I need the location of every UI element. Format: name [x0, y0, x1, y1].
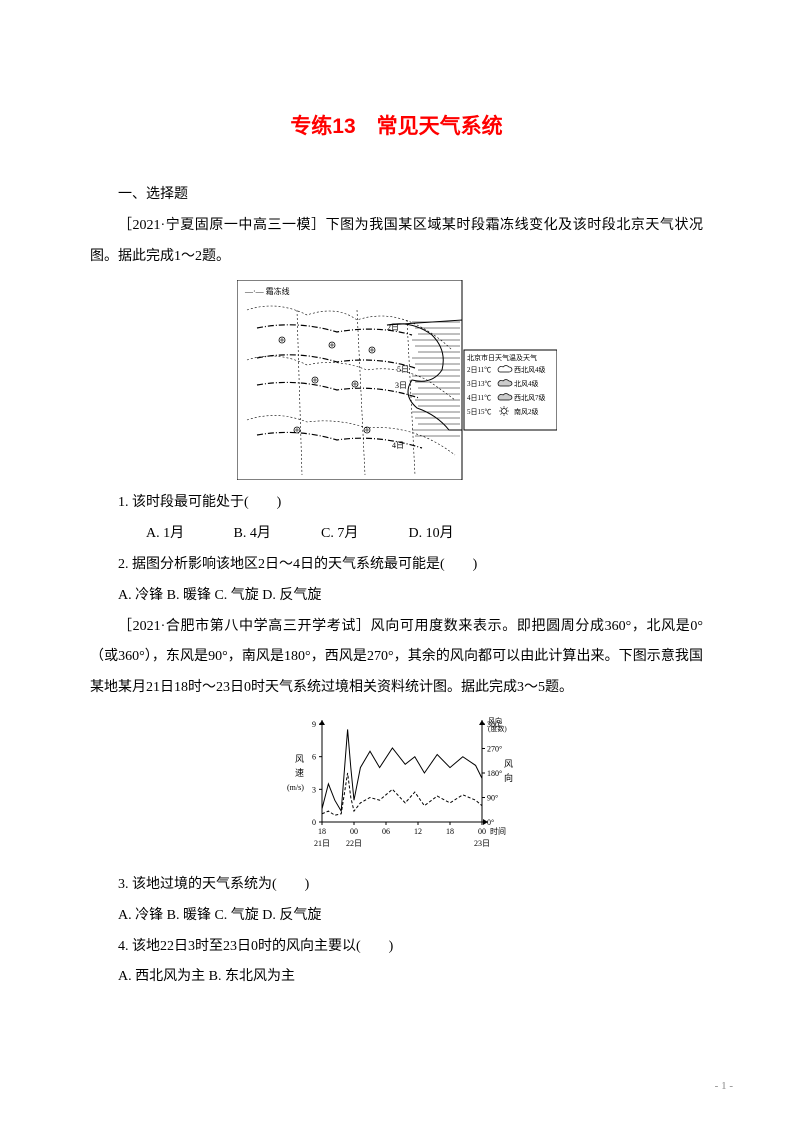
svg-text:—·— 霜冻线: —·— 霜冻线 — [244, 286, 290, 296]
figure-1: —·— 霜冻线 2日 3日 5日 4日 北京市日天气温及天气 2日11℃ 西北风4级 3日13℃… — [90, 280, 703, 480]
svg-text:12: 12 — [414, 827, 422, 836]
svg-text:5日: 5日 — [397, 365, 409, 374]
svg-text:21日: 21日 — [314, 839, 330, 848]
question-4-options: A. 西北风为主 B. 东北风为主 — [90, 962, 703, 993]
svg-text:00: 00 — [350, 827, 358, 836]
svg-text:风向: 风向 — [488, 716, 502, 725]
page-title: 专练13 常见天气系统 — [90, 110, 703, 140]
svg-text:西北风7级: 西北风7级 — [514, 393, 546, 402]
intro-1: ［2021·宁夏固原一中高三一模］下图为我国某区域某时段霜冻线变化及该时段北京天… — [90, 211, 703, 273]
svg-text:风: 风 — [504, 759, 513, 769]
page-number: - 1 - — [715, 1080, 733, 1092]
svg-text:(m/s): (m/s) — [287, 783, 304, 792]
svg-text:速: 速 — [295, 768, 304, 778]
svg-text:2日11℃: 2日11℃ — [467, 366, 491, 374]
svg-text:向: 向 — [504, 772, 513, 783]
svg-text:06: 06 — [382, 827, 390, 836]
question-3-options: A. 冷锋 B. 暖锋 C. 气旋 D. 反气旋 — [90, 901, 703, 932]
svg-text:南风2级: 南风2级 — [514, 407, 539, 416]
svg-text:4日: 4日 — [392, 441, 404, 450]
svg-text:时间: 时间 — [490, 826, 506, 836]
question-3: 3. 该地过境的天气系统为( ) — [90, 870, 703, 901]
q1-opt-a: A. 1月 — [118, 519, 202, 550]
svg-text:3: 3 — [312, 785, 316, 794]
svg-text:北风4级: 北风4级 — [514, 379, 539, 388]
svg-text:18: 18 — [446, 827, 454, 836]
question-1: 1. 该时段最可能处于( ) — [90, 488, 703, 519]
svg-text:180°: 180° — [487, 769, 502, 778]
svg-text:00: 00 — [478, 827, 486, 836]
svg-text:22日: 22日 — [346, 839, 362, 848]
svg-text:风: 风 — [295, 754, 304, 764]
q1-opt-c: C. 7月 — [293, 519, 377, 550]
figure-2: 0369风速(m/s)360°270°180°90°0°风向(度数)风向1800… — [90, 712, 703, 862]
svg-text:(度数): (度数) — [488, 724, 507, 733]
question-2: 2. 据图分析影响该地区2日～4日的天气系统最可能是( ) — [90, 550, 703, 581]
svg-text:北京市日天气温及天气: 北京市日天气温及天气 — [467, 353, 537, 362]
intro-2: ［2021·合肥市第八中学高三开学考试］风向可用度数来表示。即把圆周分成360°… — [90, 612, 703, 704]
svg-text:2日: 2日 — [387, 323, 399, 332]
svg-text:18: 18 — [318, 827, 326, 836]
q1-opt-b: B. 4月 — [206, 519, 290, 550]
svg-text:9: 9 — [312, 720, 316, 729]
svg-text:0: 0 — [312, 818, 316, 827]
svg-text:4日11℃: 4日11℃ — [467, 394, 491, 402]
section-heading: 一、选择题 — [90, 180, 703, 211]
svg-text:23日: 23日 — [474, 839, 490, 848]
svg-text:0°: 0° — [487, 818, 494, 827]
q1-opt-d: D. 10月 — [381, 519, 465, 550]
question-2-options: A. 冷锋 B. 暖锋 C. 气旋 D. 反气旋 — [90, 581, 703, 612]
question-1-options: A. 1月 B. 4月 C. 7月 D. 10月 — [90, 519, 703, 550]
svg-text:90°: 90° — [487, 793, 498, 802]
svg-text:3日13℃: 3日13℃ — [467, 380, 492, 388]
svg-text:西北风4级: 西北风4级 — [514, 365, 546, 374]
svg-text:6: 6 — [312, 753, 316, 762]
question-4: 4. 该地22日3时至23日0时的风向主要以( ) — [90, 932, 703, 963]
svg-text:270°: 270° — [487, 744, 502, 753]
svg-text:5日15℃: 5日15℃ — [467, 408, 492, 416]
svg-text:3日: 3日 — [395, 381, 407, 390]
